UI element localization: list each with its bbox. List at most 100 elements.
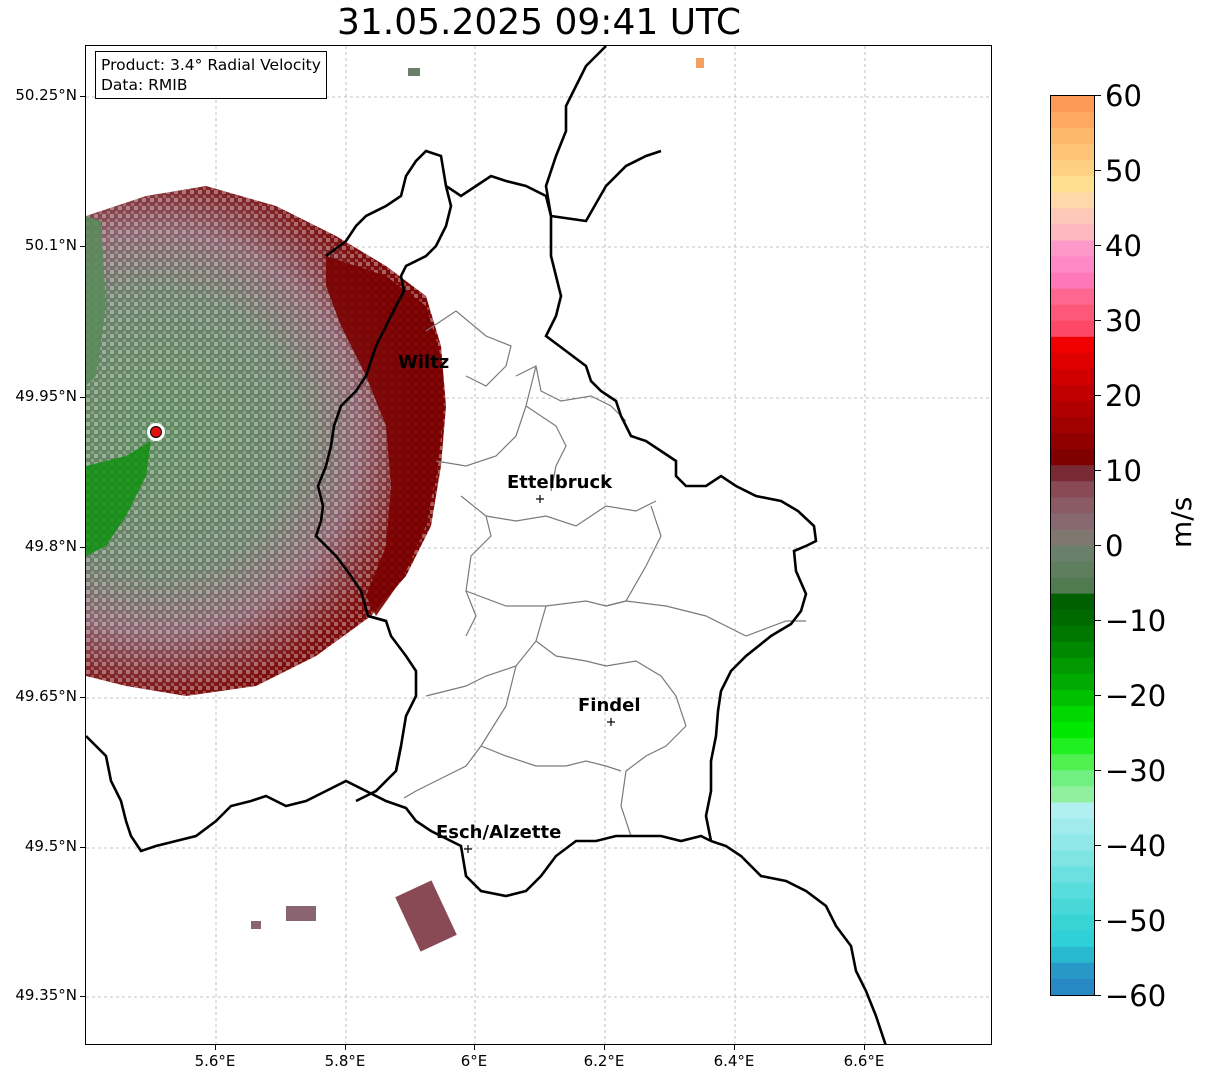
- colorbar-tick-label: 50: [1105, 154, 1142, 188]
- velocity-colorbar: [1050, 95, 1095, 996]
- colorbar-tickmark: [1095, 620, 1101, 621]
- colorbar-segment: [1051, 128, 1094, 145]
- colorbar-segment: [1051, 914, 1094, 932]
- x-tick-label: 6.6°E: [843, 1052, 885, 1070]
- colorbar-segment: [1051, 545, 1094, 563]
- x-tick-label: 5.8°E: [324, 1052, 366, 1070]
- colorbar-segment: [1051, 144, 1094, 161]
- map-canvas: [86, 46, 991, 1044]
- colorbar-segment: [1051, 802, 1094, 820]
- colorbar-segment: [1051, 272, 1094, 290]
- colorbar-segment: [1051, 256, 1094, 274]
- y-tick-label: 49.5°N: [24, 837, 77, 855]
- colorbar-segment: [1051, 609, 1094, 627]
- y-tickmark: [80, 547, 85, 548]
- colorbar-segment: [1051, 240, 1094, 258]
- colorbar-segment: [1051, 850, 1094, 868]
- colorbar-segment: [1051, 176, 1094, 193]
- colorbar-segment: [1051, 722, 1094, 739]
- colorbar-tickmark: [1095, 470, 1101, 471]
- y-tickmark: [80, 847, 85, 848]
- colorbar-segment: [1051, 192, 1094, 209]
- x-tick-label: 6.4°E: [713, 1052, 755, 1070]
- colorbar-tickmark: [1095, 545, 1101, 546]
- colorbar-segment: [1051, 641, 1094, 659]
- colorbar-segment: [1051, 352, 1094, 370]
- country-borders: [86, 46, 887, 1044]
- colorbar-segment: [1051, 529, 1094, 547]
- colorbar-segment: [1051, 320, 1094, 338]
- canton-borders: [403, 310, 806, 837]
- colorbar-segment: [1051, 417, 1094, 434]
- colorbar-segment: [1051, 336, 1094, 354]
- colorbar-segment: [1051, 465, 1094, 482]
- colorbar-segment: [1051, 368, 1094, 386]
- x-tickmark: [215, 1045, 216, 1050]
- colorbar-segment: [1051, 754, 1094, 771]
- colorbar-segment: [1051, 818, 1094, 836]
- colorbar-unit-label: m/s: [1165, 496, 1198, 548]
- colorbar-segment: [1051, 96, 1094, 113]
- city-label-wiltz: Wiltz: [398, 352, 450, 373]
- city-markers: [464, 495, 615, 853]
- colorbar-tickmark: [1095, 995, 1101, 996]
- y-tick-label: 49.35°N: [15, 986, 77, 1004]
- colorbar-segment: [1051, 946, 1094, 964]
- colorbar-tick-label: −20: [1105, 679, 1167, 713]
- colorbar-tickmark: [1095, 770, 1101, 771]
- colorbar-tickmark: [1095, 395, 1101, 396]
- colorbar-segment: [1051, 577, 1094, 595]
- colorbar-segment: [1051, 673, 1094, 691]
- x-tick-label: 6°E: [460, 1052, 488, 1070]
- colorbar-tick-label: 40: [1105, 229, 1142, 263]
- x-tickmark: [474, 1045, 475, 1050]
- colorbar-tick-label: 0: [1105, 529, 1124, 563]
- colorbar-segment: [1051, 593, 1094, 611]
- colorbar-segment: [1051, 112, 1094, 129]
- colorbar-segment: [1051, 513, 1094, 531]
- colorbar-segment: [1051, 738, 1094, 755]
- colorbar-segment: [1051, 978, 1094, 995]
- x-tickmark: [604, 1045, 605, 1050]
- y-tick-label: 49.8°N: [24, 537, 77, 555]
- y-tick-label: 49.65°N: [15, 687, 77, 705]
- x-tick-label: 5.6°E: [194, 1052, 236, 1070]
- colorbar-segment: [1051, 497, 1094, 514]
- colorbar-segment: [1051, 657, 1094, 675]
- colorbar-tickmark: [1095, 920, 1101, 921]
- colorbar-tick-label: 10: [1105, 454, 1142, 488]
- x-tickmark: [734, 1045, 735, 1050]
- city-label-ettelbruck: Ettelbruck: [507, 472, 613, 493]
- colorbar-tickmark: [1095, 245, 1101, 246]
- colorbar-segment: [1051, 384, 1094, 402]
- x-tickmark: [345, 1045, 346, 1050]
- colorbar-tick-label: 30: [1105, 304, 1142, 338]
- colorbar-tickmark: [1095, 320, 1101, 321]
- colorbar-segment: [1051, 625, 1094, 643]
- colorbar-segment: [1051, 481, 1094, 498]
- y-tick-label: 49.95°N: [15, 387, 77, 405]
- product-info-box: Product: 3.4° Radial Velocity Data: RMIB: [95, 51, 327, 99]
- y-tickmark: [80, 697, 85, 698]
- colorbar-tickmark: [1095, 95, 1101, 96]
- data-source-text: Data: RMIB: [101, 76, 188, 94]
- colorbar-segment: [1051, 770, 1094, 787]
- y-tick-label: 50.25°N: [15, 86, 77, 104]
- y-tickmark: [80, 397, 85, 398]
- colorbar-segment: [1051, 898, 1094, 916]
- x-tick-label: 6.2°E: [583, 1052, 625, 1070]
- city-label-findel: Findel: [578, 695, 641, 716]
- product-text: Product: 3.4° Radial Velocity: [101, 56, 321, 74]
- colorbar-segment: [1051, 433, 1094, 450]
- radar-map[interactable]: Product: 3.4° Radial Velocity Data: RMIB…: [85, 45, 992, 1045]
- colorbar-segment: [1051, 449, 1094, 466]
- colorbar-tickmark: [1095, 845, 1101, 846]
- colorbar-tickmark: [1095, 170, 1101, 171]
- colorbar-segment: [1051, 786, 1094, 803]
- radar-site-marker: [147, 423, 165, 441]
- radar-echoes: [86, 58, 704, 952]
- colorbar-segment: [1051, 866, 1094, 884]
- city-label-esch: Esch/Alzette: [436, 822, 562, 843]
- colorbar-tickmark: [1095, 695, 1101, 696]
- y-tickmark: [80, 96, 85, 97]
